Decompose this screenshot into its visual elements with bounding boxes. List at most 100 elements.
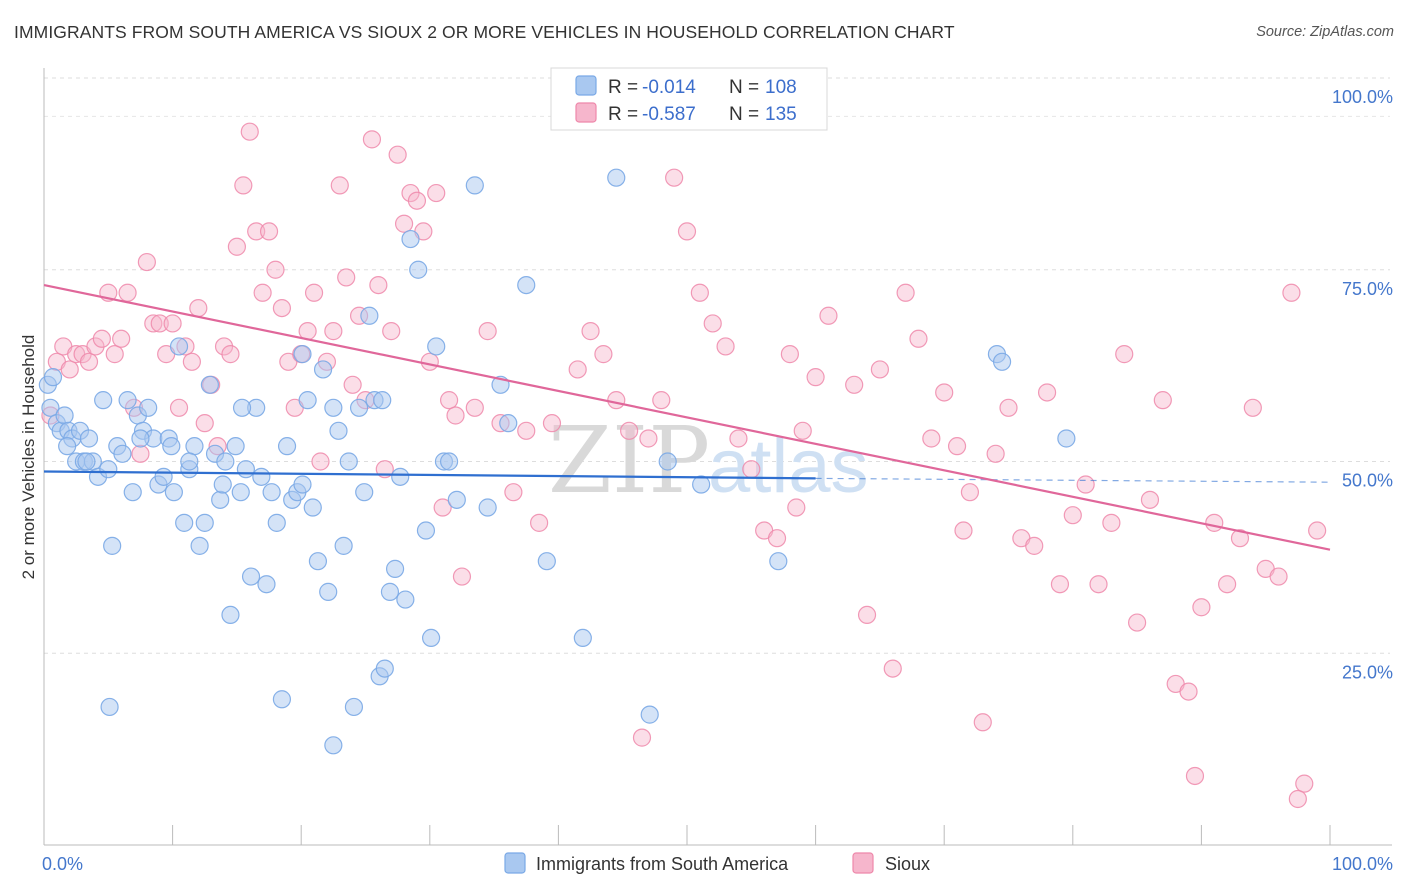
south-america-point xyxy=(221,605,240,625)
sioux-point xyxy=(845,375,864,394)
legend-swatch-pink xyxy=(575,102,597,123)
south-america-point xyxy=(439,452,459,471)
sioux-point xyxy=(1127,613,1147,632)
south-america-point xyxy=(232,398,252,417)
sioux-point xyxy=(954,521,973,540)
sioux-point xyxy=(1185,766,1205,786)
south-america-point xyxy=(324,398,343,417)
south-america-trend-extension xyxy=(815,477,1331,483)
sioux-point xyxy=(607,391,626,410)
sioux-point xyxy=(362,130,382,149)
sioux-point xyxy=(144,314,163,333)
south-america-point xyxy=(319,582,338,601)
south-america-point xyxy=(1057,429,1076,448)
sioux-point xyxy=(677,222,697,241)
sioux-point xyxy=(311,452,330,471)
sioux-point xyxy=(478,322,497,341)
sioux-point xyxy=(433,498,452,517)
sioux-point xyxy=(986,444,1005,463)
trend-lines xyxy=(43,284,1331,551)
grid-lines xyxy=(44,77,1390,654)
south-america-point xyxy=(360,306,379,325)
sioux-point xyxy=(517,421,536,440)
south-america-point xyxy=(339,452,358,471)
sioux-point xyxy=(857,605,877,625)
sioux-point xyxy=(1230,529,1250,548)
legend-row-1: R = -0.587 N = 135 xyxy=(575,102,797,125)
sioux-point xyxy=(388,145,407,164)
south-america-point xyxy=(79,429,99,448)
south-america-trend-line xyxy=(43,470,816,480)
bottom-legend-label-0: Immigrants from South America xyxy=(536,854,789,874)
sioux-point xyxy=(703,314,722,333)
south-america-point xyxy=(139,398,158,417)
south-america-point xyxy=(154,467,173,486)
sioux-point xyxy=(150,314,169,333)
sioux-point xyxy=(465,398,484,417)
sioux-point xyxy=(382,322,401,341)
south-america-point xyxy=(640,705,659,724)
bottom-legend-swatch-pink xyxy=(852,852,874,874)
y-tick-label-1: 50.0% xyxy=(1342,471,1393,491)
sioux-point xyxy=(92,329,111,348)
sioux-point xyxy=(1140,490,1160,509)
sioux-point xyxy=(240,122,259,141)
south-america-point xyxy=(190,536,209,555)
sioux-point xyxy=(234,176,253,195)
south-america-point xyxy=(517,275,536,295)
sioux-point xyxy=(767,529,787,548)
south-america-point xyxy=(478,498,497,517)
sioux-point xyxy=(787,498,806,517)
sioux-point xyxy=(272,299,292,318)
south-america-point xyxy=(537,552,556,571)
sioux-point xyxy=(665,168,684,187)
south-america-point xyxy=(252,467,271,486)
sioux-point xyxy=(221,345,240,364)
south-america-point xyxy=(391,467,410,486)
sioux-trend-line xyxy=(43,284,1331,551)
south-america-point xyxy=(231,483,250,502)
south-america-point xyxy=(241,567,261,586)
south-america-point xyxy=(298,391,317,410)
south-america-point xyxy=(421,628,441,648)
legend-r-label-0: R = xyxy=(608,77,638,98)
south-america-point xyxy=(169,337,189,356)
south-america-point xyxy=(226,437,245,456)
sioux-point xyxy=(1050,575,1070,594)
sioux-point xyxy=(883,659,902,678)
sioux-point xyxy=(1205,513,1224,532)
sioux-point xyxy=(227,237,246,256)
sioux-point xyxy=(806,368,825,387)
south-america-point xyxy=(262,483,281,502)
y-tick-label-3: 100.0% xyxy=(1332,87,1393,107)
south-america-point xyxy=(43,368,63,387)
south-america-point xyxy=(375,659,394,678)
x-tick-labels: 0.0% 100.0% xyxy=(42,854,1393,874)
sioux-point xyxy=(1295,774,1314,793)
south-america-point xyxy=(409,260,428,279)
sioux-point xyxy=(793,421,812,440)
sioux-point xyxy=(60,360,79,379)
sioux-point xyxy=(304,283,324,302)
sioux-point xyxy=(407,191,427,210)
south-america-point xyxy=(385,559,405,578)
south-america-point xyxy=(607,168,626,187)
south-america-point xyxy=(499,414,518,433)
sioux-point xyxy=(652,391,671,410)
y-tick-label-0: 25.0% xyxy=(1342,662,1393,682)
sioux-point xyxy=(568,360,587,379)
sioux-point xyxy=(247,222,266,241)
sioux-point xyxy=(909,329,928,348)
legend-r-value-0: -0.014 xyxy=(642,77,696,98)
south-america-point xyxy=(447,490,466,509)
south-america-point xyxy=(658,452,677,471)
south-america-point xyxy=(41,398,60,417)
sioux-point xyxy=(1288,789,1307,809)
sioux-point xyxy=(870,360,890,379)
south-america-point xyxy=(195,513,214,532)
watermark: ZIP atlas xyxy=(548,407,869,514)
sioux-point xyxy=(935,383,954,402)
south-america-point xyxy=(77,452,96,471)
south-america-point xyxy=(401,229,420,249)
